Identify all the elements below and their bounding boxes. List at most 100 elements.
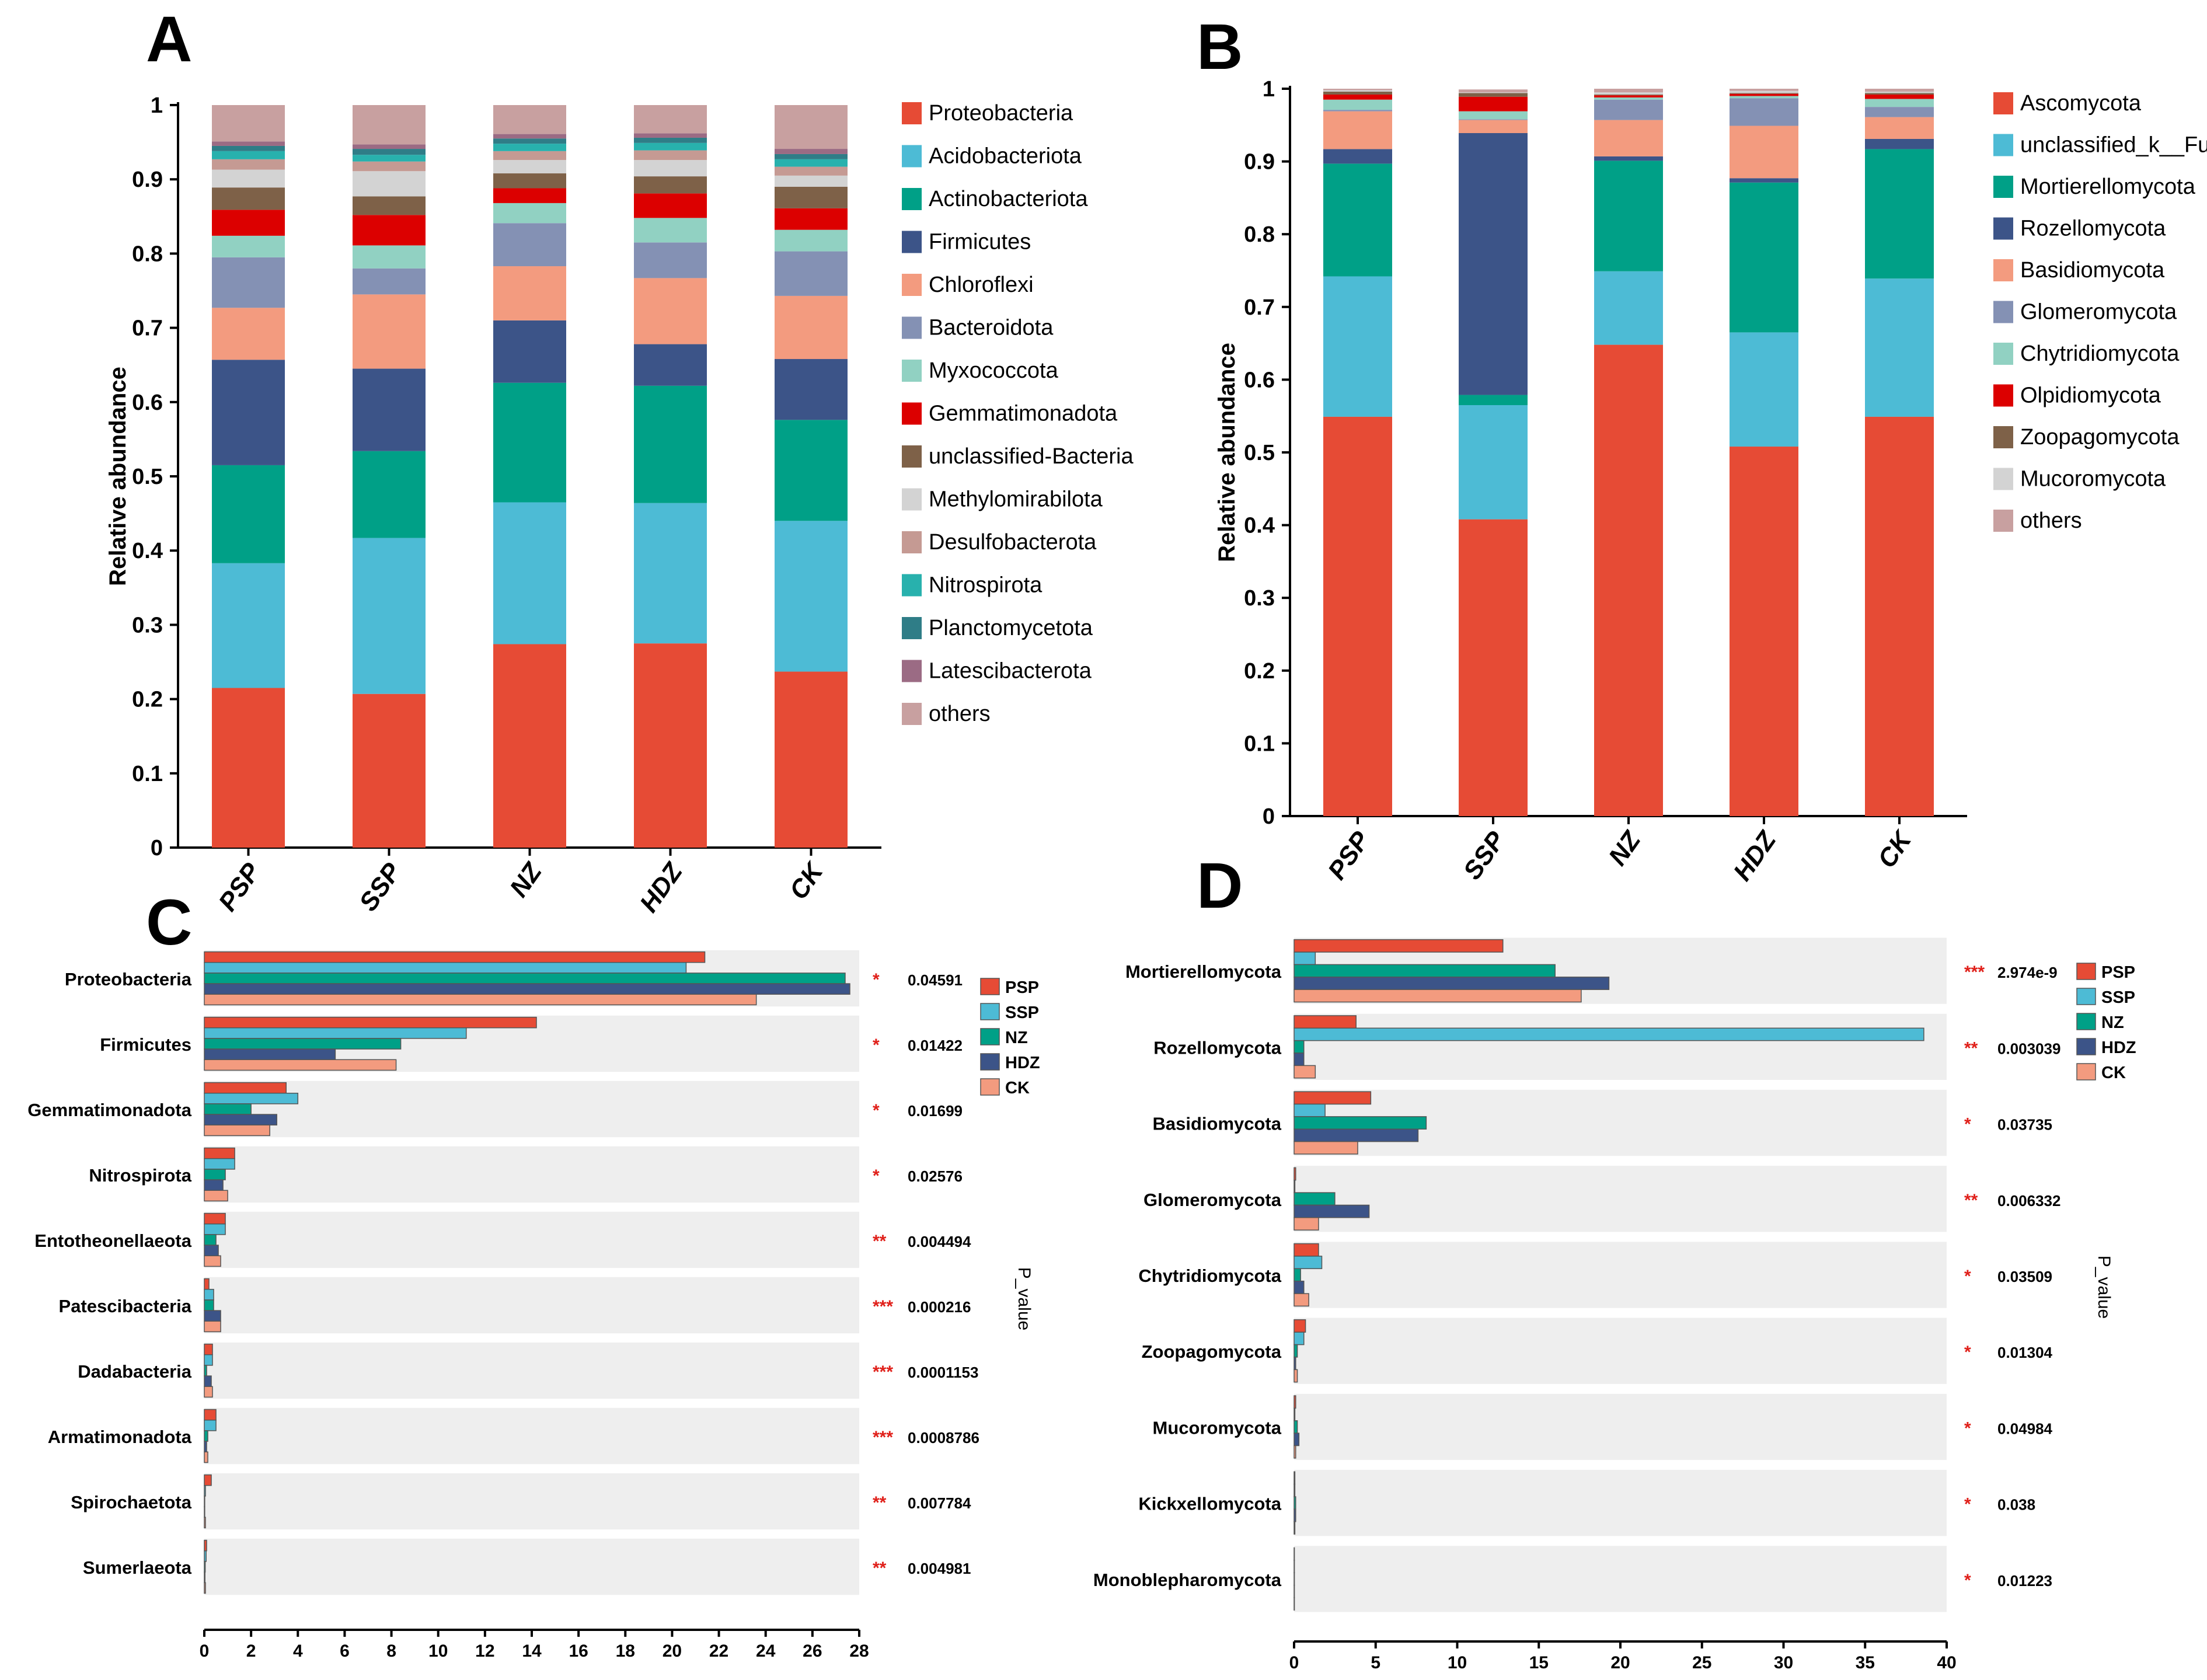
- p-value-mucoromycota: 0.04984: [1997, 1420, 2053, 1437]
- legend-label-glomeromycota: Glomeromycota: [2020, 300, 2177, 325]
- bar-mortierellomycota-nz: [1293, 964, 1556, 978]
- bar-patescibacteria-ck: [204, 1320, 221, 1333]
- bar-monoblepharomycota-psp: [1293, 1547, 1295, 1561]
- bar-dadabacteria-psp: [204, 1343, 213, 1355]
- significance-mark: *: [873, 1036, 880, 1055]
- significance-mark: *: [873, 970, 880, 989]
- y-tick-label: 0.4: [1244, 514, 1275, 538]
- bar-kickxellomycota-nz: [1293, 1496, 1296, 1510]
- significance-mark: *: [1964, 1115, 1971, 1134]
- legend-swatch-actinobacteriota: [902, 188, 922, 210]
- legend-label-basidiomycota: Basidiomycota: [2020, 258, 2165, 283]
- bar-psp-glomeromycota: [1323, 110, 1392, 111]
- bar-armatimonadota-ck: [204, 1451, 208, 1463]
- x-tick-label: 28: [849, 1641, 869, 1661]
- bar-psp-olpidiomycota: [1323, 94, 1392, 100]
- bar-nz-unclassified-bacteria: [493, 173, 566, 189]
- bar-psp-basidiomycota: [1323, 111, 1392, 149]
- bar-ck-acidobacteriota: [775, 521, 848, 672]
- bar-ssp-chloroflexi: [353, 294, 426, 369]
- bar-psp-nitrospirota: [212, 151, 285, 159]
- x-tick-label-psp: PSP: [1323, 826, 1376, 885]
- category-band: [1294, 1317, 1947, 1384]
- bar-ssp-myxococcota: [353, 245, 426, 269]
- x-tick-label: 10: [428, 1641, 448, 1661]
- legend-label-olpidiomycota: Olpidiomycota: [2020, 384, 2161, 408]
- bar-mucoromycota-psp: [1293, 1395, 1296, 1409]
- category-label-mucoromycota: Mucoromycota: [1153, 1417, 1282, 1438]
- legend-label-hdz: HDZ: [1005, 1054, 1040, 1072]
- bar-firmicutes-ck: [204, 1059, 397, 1071]
- y-tick-label: 0.9: [132, 168, 163, 192]
- y-tick-label: 0.9: [1244, 150, 1275, 175]
- y-tick-label: 0: [151, 836, 163, 860]
- bar-kickxellomycota-psp: [1293, 1471, 1296, 1485]
- y-axis-title: Relative abundance: [105, 367, 131, 586]
- category-band: [1294, 1166, 1947, 1232]
- bar-ck-chloroflexi: [775, 295, 848, 360]
- bar-ck-myxococcota: [775, 229, 848, 252]
- bar-hdz-bacteroidota: [634, 242, 707, 278]
- bar-chytridiomycota-hdz: [1293, 1280, 1305, 1294]
- bar-ck-mucoromycota: [1865, 91, 1934, 93]
- category-label-basidiomycota: Basidiomycota: [1152, 1114, 1281, 1134]
- panel-label: C: [146, 887, 192, 958]
- bar-firmicutes-psp: [204, 1016, 537, 1029]
- legend-swatch-nz: [980, 1028, 1000, 1045]
- legend-swatch-psp: [2076, 963, 2096, 980]
- significance-mark: *: [1964, 1418, 1971, 1438]
- x-tick-label: 2: [246, 1641, 256, 1661]
- bar-sumerlaeota-psp: [204, 1539, 207, 1552]
- legend-swatch-gemmatimonadota: [902, 402, 922, 425]
- bar-nz-myxococcota: [493, 203, 566, 224]
- bar-hdz-others: [1730, 89, 1798, 91]
- bar-sumerlaeota-ssp: [204, 1550, 207, 1562]
- bar-hdz-ascomycota: [1730, 447, 1798, 816]
- bar-patescibacteria-nz: [204, 1299, 214, 1311]
- bar-ssp-mucoromycota: [1459, 92, 1528, 93]
- bar-nitrospirota-psp: [204, 1147, 235, 1159]
- panel-b: B 0 0.1 0.2 0.3 0.4 0.5 0.6 0.7 0.8 0.9 1 Relative a…: [1197, 11, 2207, 886]
- bar-nitrospirota-ssp: [204, 1158, 235, 1170]
- bar-ssp-basidiomycota: [1459, 120, 1528, 134]
- bar-proteobacteria-ck: [204, 994, 757, 1006]
- panel-c: C Proteobacteria * 0.04591 Firmicutes * 0.0142…: [27, 887, 1040, 1661]
- legend-swatch-nitrospirota: [902, 574, 922, 597]
- bar-nz-olpidiomycota: [1594, 95, 1663, 97]
- bar-zoopagomycota-psp: [1293, 1319, 1306, 1333]
- legend-label-hdz: HDZ: [2101, 1038, 2136, 1057]
- significance-mark: **: [1964, 1038, 1978, 1058]
- legend-swatch-zoopagomycota: [1993, 426, 2013, 448]
- legend-label-others: others: [929, 702, 991, 726]
- bar-psp-others: [212, 105, 285, 142]
- bar-monoblepharomycota-ck: [1293, 1597, 1295, 1611]
- p-value-dadabacteria: 0.0001153: [908, 1364, 978, 1381]
- legend-swatch-hdz: [980, 1053, 1000, 1071]
- x-tick-label-ssp: SSP: [1458, 826, 1511, 885]
- bar-rozellomycota-psp: [1293, 1015, 1357, 1029]
- bar-ssp-acidobacteriota: [353, 538, 426, 694]
- bar-rozellomycota-ssp: [1293, 1027, 1924, 1041]
- bar-hdz-chloroflexi: [634, 278, 707, 344]
- y-tick-label: 0.3: [132, 613, 163, 637]
- legend-label-chloroflexi: Chloroflexi: [929, 273, 1034, 297]
- legend-swatch-others: [1993, 510, 2013, 532]
- bar-hdz-glomeromycota: [1730, 98, 1798, 126]
- p-value-monoblepharomycota: 0.01223: [1997, 1572, 2052, 1590]
- x-tick-label-nz: NZ: [504, 857, 548, 902]
- bar-chytridiomycota-ssp: [1293, 1256, 1323, 1270]
- legend-label-gemmatimonadota: Gemmatimonadota: [929, 402, 1118, 426]
- category-label-entotheonellaeota: Entotheonellaeota: [34, 1231, 191, 1251]
- p-value-zoopagomycota: 0.01304: [1997, 1344, 2053, 1361]
- bar-zoopagomycota-ssp: [1293, 1332, 1305, 1346]
- legend-label-mortierellomycota: Mortierellomycota: [2020, 175, 2196, 199]
- bar-hdz-rozellomycota: [1730, 178, 1798, 183]
- legend-label-chytridiomycota: Chytridiomycota: [2020, 341, 2180, 366]
- legend-swatch-proteobacteria: [902, 102, 922, 124]
- significance-mark: ***: [873, 1428, 893, 1447]
- bar-firmicutes-ssp: [204, 1027, 467, 1039]
- category-label-zoopagomycota: Zoopagomycota: [1142, 1341, 1282, 1362]
- legend-swatch-psp: [980, 978, 1000, 995]
- bar-glomeromycota-nz: [1293, 1192, 1336, 1206]
